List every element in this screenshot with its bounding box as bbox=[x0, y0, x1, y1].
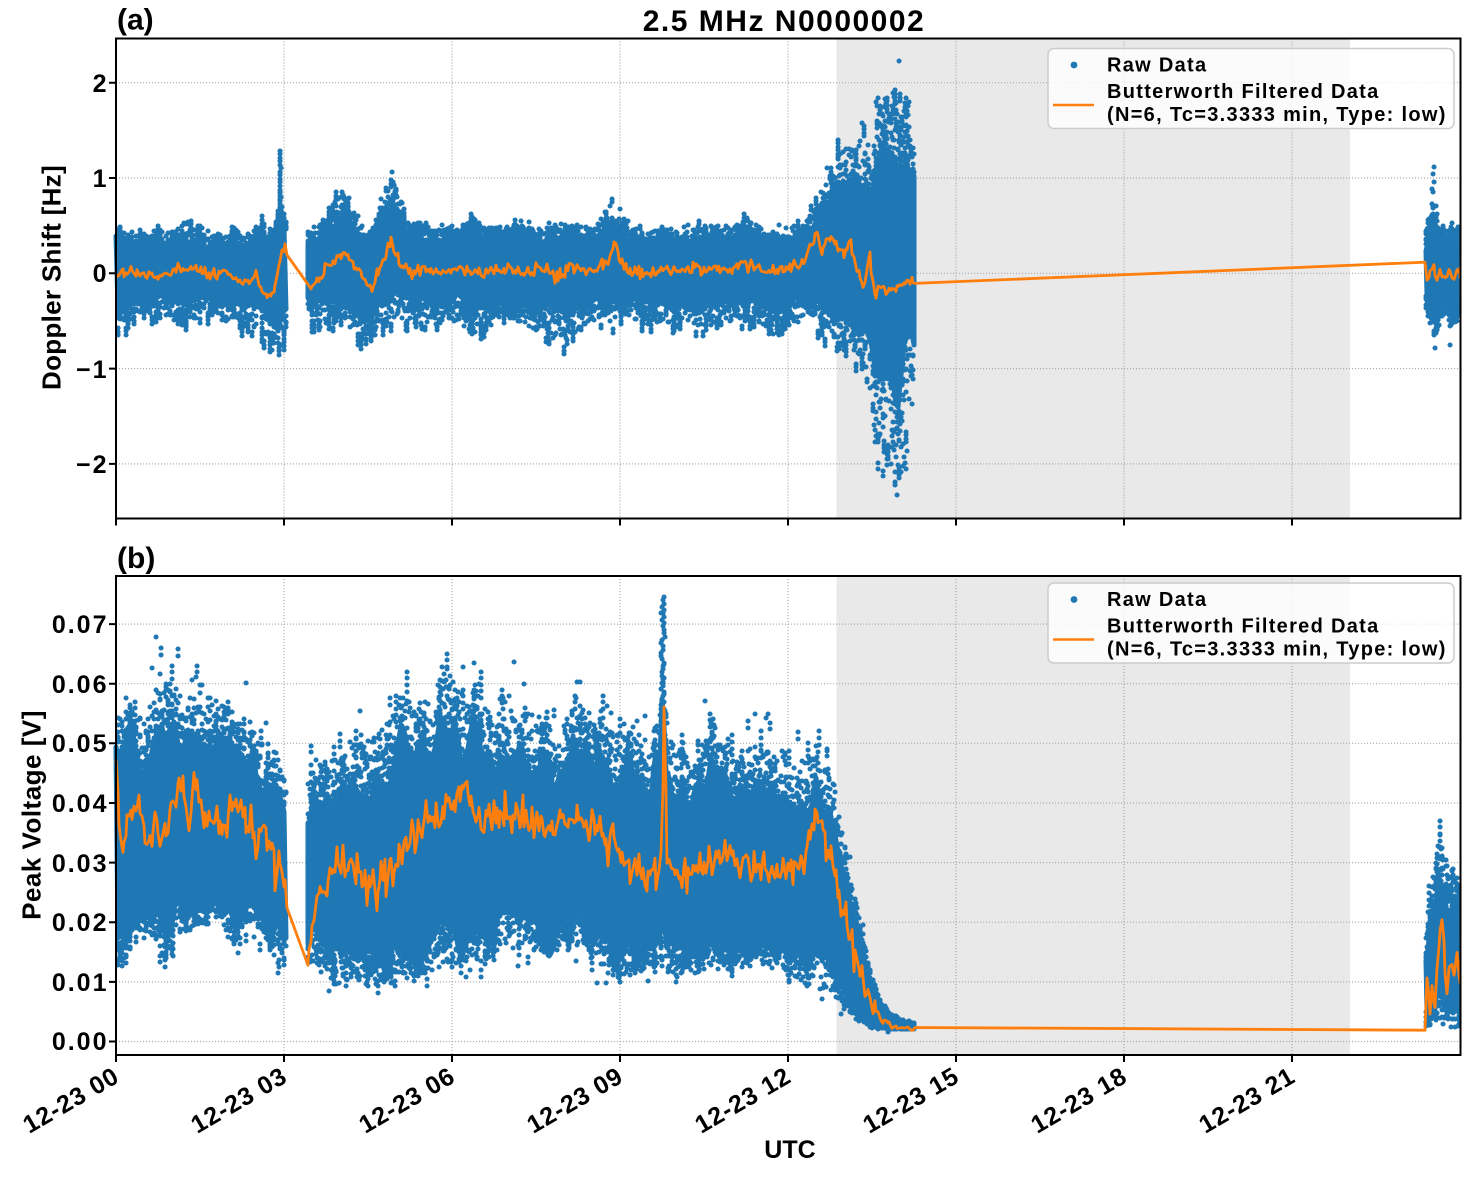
svg-text:1: 1 bbox=[93, 165, 109, 193]
svg-text:(b): (b) bbox=[117, 542, 155, 575]
svg-text:0.07: 0.07 bbox=[52, 611, 109, 639]
svg-text:Raw Data: Raw Data bbox=[1107, 589, 1207, 611]
svg-text:(N=6, Tc=3.3333 min, Type: low: (N=6, Tc=3.3333 min, Type: low) bbox=[1107, 104, 1447, 126]
svg-text:0: 0 bbox=[93, 260, 109, 288]
svg-text:Raw Data: Raw Data bbox=[1107, 55, 1207, 77]
svg-text:UTC: UTC bbox=[764, 1136, 815, 1164]
svg-text:(a): (a) bbox=[117, 4, 154, 37]
svg-text:0.00: 0.00 bbox=[52, 1028, 109, 1056]
svg-text:−1: −1 bbox=[76, 356, 109, 384]
svg-text:0.05: 0.05 bbox=[52, 730, 109, 758]
svg-text:2.5 MHz N0000002: 2.5 MHz N0000002 bbox=[643, 5, 926, 38]
svg-text:0.04: 0.04 bbox=[52, 790, 109, 818]
svg-text:0.02: 0.02 bbox=[52, 909, 109, 937]
svg-text:0.03: 0.03 bbox=[52, 850, 109, 878]
svg-text:(N=6, Tc=3.3333 min, Type: low: (N=6, Tc=3.3333 min, Type: low) bbox=[1107, 639, 1447, 661]
svg-text:Butterworth Filtered Data: Butterworth Filtered Data bbox=[1107, 81, 1380, 103]
svg-text:Peak Voltage [V]: Peak Voltage [V] bbox=[17, 710, 47, 920]
svg-text:0.01: 0.01 bbox=[52, 969, 109, 997]
svg-text:0.06: 0.06 bbox=[52, 671, 109, 699]
svg-text:−2: −2 bbox=[76, 451, 109, 479]
svg-text:Butterworth Filtered Data: Butterworth Filtered Data bbox=[1107, 616, 1380, 638]
svg-text:2: 2 bbox=[93, 70, 109, 98]
svg-text:Doppler Shift [Hz]: Doppler Shift [Hz] bbox=[37, 165, 67, 390]
